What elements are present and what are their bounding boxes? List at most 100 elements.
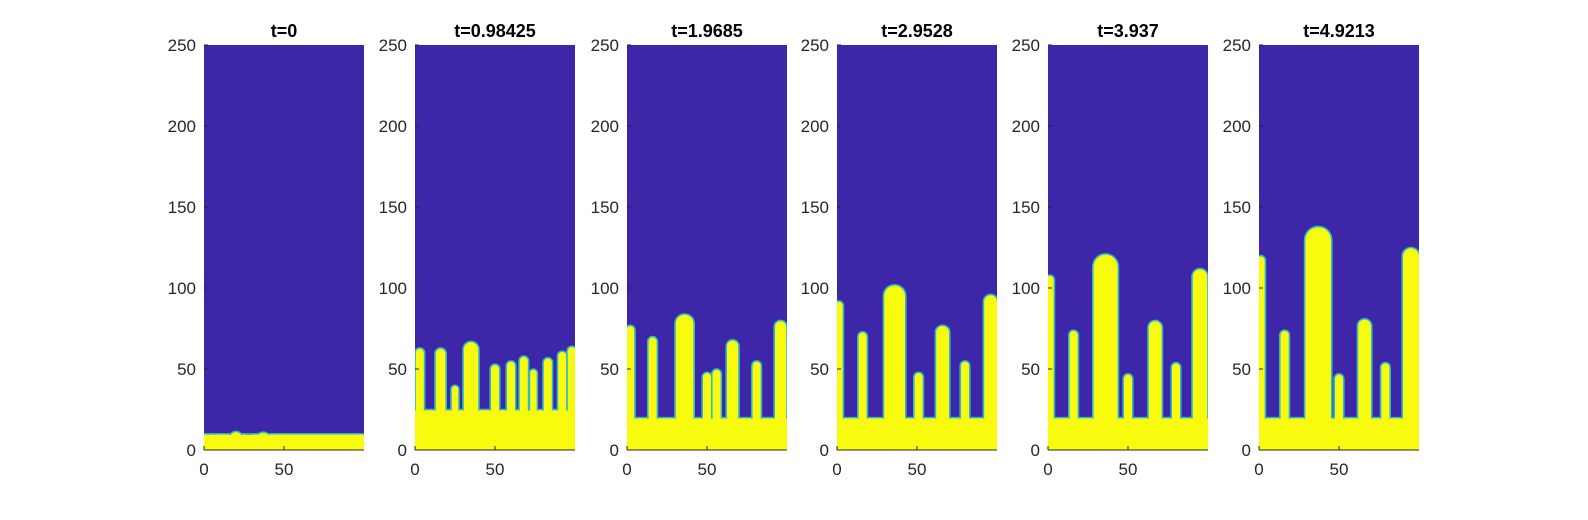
x-tick-label: 50 [275, 460, 294, 479]
y-tick-label: 50 [810, 360, 829, 379]
x-tick-label: 0 [622, 460, 631, 479]
y-tick-label: 0 [820, 441, 829, 460]
panel-title: t=3.937 [1097, 21, 1159, 41]
finger [1401, 246, 1419, 423]
finger [415, 347, 426, 415]
panel-title: t=1.9685 [671, 21, 743, 41]
finger [1259, 254, 1267, 423]
y-tick-label: 0 [1242, 441, 1251, 460]
y-tick-label: 250 [168, 36, 196, 55]
y-tick-label: 200 [1223, 117, 1251, 136]
finger [701, 371, 713, 423]
finger [462, 340, 480, 415]
y-tick-label: 250 [379, 36, 407, 55]
finger [1191, 267, 1208, 423]
y-tick-label: 150 [1223, 198, 1251, 217]
y-tick-label: 50 [177, 360, 196, 379]
finger [1068, 329, 1080, 423]
y-tick-label: 150 [379, 198, 407, 217]
finger [1379, 361, 1391, 423]
y-tick-label: 200 [168, 117, 196, 136]
finger [1048, 274, 1056, 423]
finger [1147, 319, 1164, 423]
x-tick-label: 50 [1330, 460, 1349, 479]
y-tick-label: 50 [600, 360, 619, 379]
finger [913, 371, 925, 423]
y-tick-label: 50 [388, 360, 407, 379]
finger [528, 368, 539, 415]
base-fill [1259, 418, 1419, 450]
finger [934, 324, 951, 423]
finger [556, 350, 568, 415]
finger [489, 363, 501, 415]
phase-field [415, 340, 575, 450]
finger [725, 339, 740, 423]
x-tick-label: 50 [698, 460, 717, 479]
phase-field [837, 284, 997, 450]
y-tick-label: 250 [1012, 36, 1040, 55]
y-tick-label: 200 [379, 117, 407, 136]
y-tick-label: 150 [801, 198, 829, 217]
finger [1122, 373, 1134, 423]
panel-4: 0 50 100 150 200 250 0 50 t=2.9528 [801, 21, 997, 479]
y-tick-label: 250 [801, 36, 829, 55]
x-tick-label: 0 [832, 460, 841, 479]
panel-1: 0 50 100 150 200 250 0 50 t=0 [168, 21, 364, 479]
x-tick-label: 0 [199, 460, 208, 479]
x-tick-label: 50 [486, 460, 505, 479]
y-tick-label: 250 [591, 36, 619, 55]
y-tick-label: 100 [168, 279, 196, 298]
finger [1092, 253, 1120, 423]
finger [505, 360, 517, 415]
phase-field [1259, 225, 1419, 450]
x-tick-label: 50 [1119, 460, 1138, 479]
finger [711, 368, 723, 423]
x-tick-label: 0 [410, 460, 419, 479]
y-tick-label: 0 [1031, 441, 1040, 460]
finger [647, 335, 659, 423]
y-tick-label: 50 [1232, 360, 1251, 379]
base-fill [204, 434, 364, 450]
panel-2: 0 50 100 150 200 250 0 50 t=0.98425 [379, 21, 575, 479]
finger [627, 324, 636, 423]
base-fill [1048, 418, 1208, 450]
x-tick-label: 0 [1043, 460, 1052, 479]
y-tick-label: 100 [1012, 279, 1040, 298]
phase-field [627, 313, 787, 450]
finger [450, 384, 460, 415]
finger [773, 319, 787, 423]
y-tick-label: 200 [1012, 117, 1040, 136]
base-fill [415, 410, 575, 450]
y-tick-label: 50 [1021, 360, 1040, 379]
finger [882, 284, 907, 423]
background-phase [204, 45, 364, 450]
y-tick-label: 0 [398, 441, 407, 460]
y-tick-label: 0 [610, 441, 619, 460]
finger [751, 360, 763, 423]
panel-3: 0 50 100 150 200 250 0 50 t=1.9685 [591, 21, 787, 479]
y-tick-label: 200 [801, 117, 829, 136]
y-tick-label: 150 [168, 198, 196, 217]
finger [1333, 373, 1345, 423]
finger [959, 360, 971, 423]
y-tick-label: 0 [187, 441, 196, 460]
finger [982, 293, 997, 423]
y-tick-label: 100 [1223, 279, 1251, 298]
panel-title: t=0.98425 [454, 21, 536, 41]
finger [1303, 225, 1333, 423]
finger [542, 356, 554, 415]
y-tick-label: 100 [801, 279, 829, 298]
y-tick-label: 150 [1012, 198, 1040, 217]
y-tick-label: 150 [591, 198, 619, 217]
finger [566, 345, 575, 415]
x-tick-label: 50 [908, 460, 927, 479]
panel-5: 0 50 100 150 200 250 0 50 t=3.937 [1012, 21, 1208, 479]
panel-title: t=2.9528 [881, 21, 953, 41]
y-tick-label: 200 [591, 117, 619, 136]
base-fill [627, 418, 787, 450]
y-tick-label: 250 [1223, 36, 1251, 55]
x-tick-label: 0 [1254, 460, 1263, 479]
phase-field [1048, 253, 1208, 450]
panel-title: t=4.9213 [1303, 21, 1375, 41]
